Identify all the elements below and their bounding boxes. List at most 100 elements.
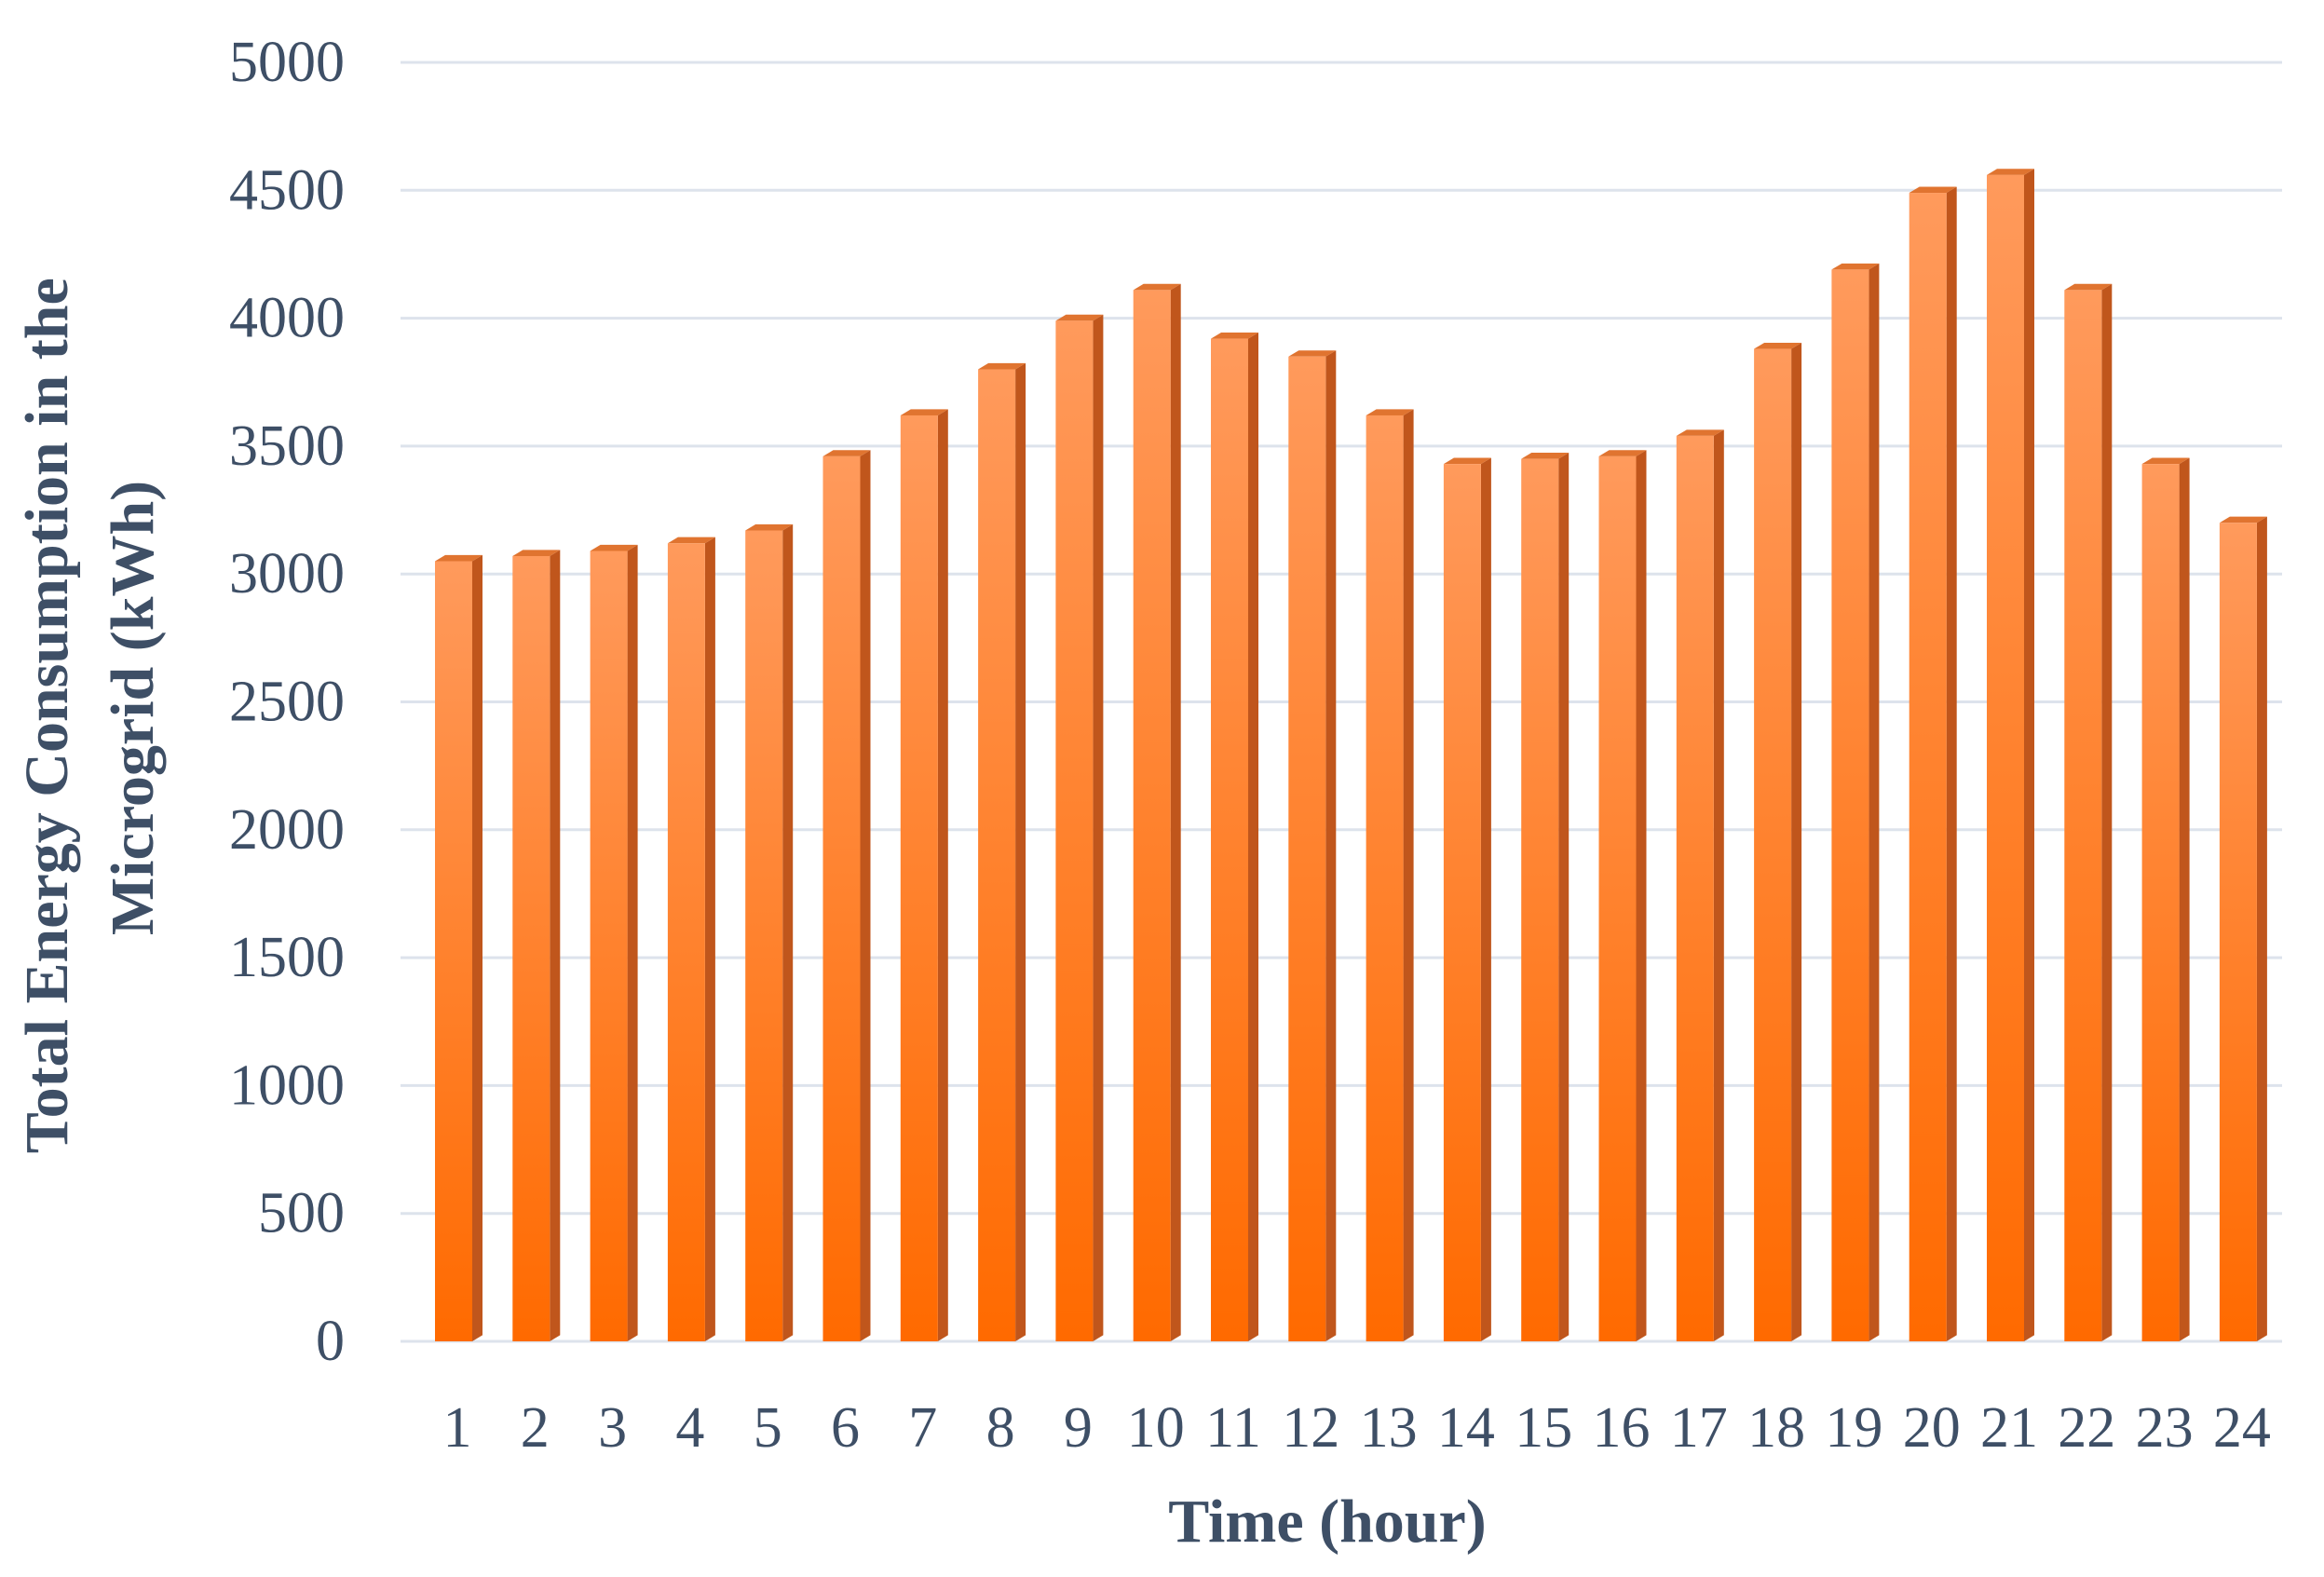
bar-top: [2141, 457, 2190, 465]
bar-top: [667, 537, 715, 544]
x-tick-label: 19: [1825, 1396, 1882, 1460]
bar-top: [435, 554, 482, 562]
y-axis-title: Total Energy Consumption in the Microgri…: [13, 263, 167, 1154]
y-axis-title-line-1: Total Energy Consumption in the: [13, 278, 81, 1153]
bar: [1831, 263, 1880, 1342]
bar-side: [1558, 453, 1570, 1341]
bar: [1987, 169, 2034, 1342]
bar: [1521, 453, 1570, 1341]
y-tick-label: 3000: [229, 542, 345, 605]
x-tick-label: 23: [2136, 1396, 2194, 1460]
bar-top: [512, 550, 561, 556]
bar: [1288, 350, 1337, 1342]
bar-front: [1521, 458, 1559, 1341]
bar: [2219, 516, 2267, 1341]
bar-top: [900, 409, 948, 415]
bar-front: [1754, 348, 1792, 1341]
x-tick-label: 2: [521, 1396, 550, 1460]
bar: [2064, 283, 2113, 1342]
bar-side: [704, 537, 715, 1341]
bar: [822, 450, 871, 1341]
bar-front: [745, 530, 783, 1341]
bar-front: [435, 561, 472, 1341]
bar-front: [900, 415, 938, 1341]
bar-side: [2256, 516, 2267, 1341]
bar-top: [745, 523, 794, 531]
bar-front: [1443, 464, 1481, 1341]
bar-front: [512, 555, 550, 1341]
bar-front: [1831, 269, 1869, 1341]
bar-side: [937, 409, 948, 1341]
bar-front: [2064, 290, 2102, 1341]
x-tick-label: 11: [1205, 1396, 1261, 1460]
bar-top: [1676, 429, 1724, 436]
bar-side: [550, 550, 561, 1341]
bar-top: [822, 450, 871, 456]
bar-side: [1636, 450, 1647, 1341]
bar-top: [978, 362, 1026, 370]
bar-front: [1598, 455, 1637, 1341]
bar-front: [1366, 415, 1404, 1341]
bar-top: [1754, 342, 1802, 349]
bar-front: [1288, 356, 1326, 1341]
bar-side: [472, 554, 482, 1341]
x-tick-label: 17: [1670, 1396, 1728, 1460]
x-tick-label: 6: [831, 1396, 860, 1460]
y-tick-label: 4500: [229, 158, 345, 222]
bar: [1676, 429, 1724, 1341]
bar-side: [1713, 429, 1724, 1341]
bar: [512, 550, 561, 1341]
bars: [435, 169, 2267, 1342]
x-axis-title: Time (hour): [1168, 1488, 1487, 1556]
x-tick-label: 22: [2058, 1396, 2115, 1460]
bar-front: [822, 455, 861, 1341]
bar-side: [627, 544, 638, 1341]
x-tick-label: 3: [598, 1396, 627, 1460]
bar: [1443, 457, 1491, 1342]
bar-side: [1015, 362, 1026, 1341]
y-axis-ticks: 0 500 1000 1500 2000 2500 3000 3500 4000 4500 5000: [229, 31, 345, 1373]
bar-side: [2179, 457, 2190, 1342]
bar-front: [590, 551, 628, 1341]
bar-top: [1443, 457, 1491, 465]
x-tick-label: 21: [1980, 1396, 2038, 1460]
bar-front: [2219, 523, 2257, 1341]
bar-side: [1869, 263, 1880, 1342]
bar-top: [590, 544, 638, 551]
y-tick-label: 3500: [229, 415, 345, 478]
bar-side: [1791, 342, 1802, 1341]
bar-side: [1403, 409, 1414, 1341]
y-tick-label: 4000: [229, 287, 345, 350]
bar: [1211, 332, 1258, 1341]
bar-front: [2141, 464, 2180, 1341]
bar-side: [1480, 457, 1491, 1342]
bar: [1366, 409, 1414, 1341]
bar: [978, 362, 1026, 1341]
bar-top: [1211, 332, 1258, 339]
x-tick-label: 14: [1437, 1396, 1495, 1460]
y-tick-label: 1500: [229, 926, 345, 989]
bar-top: [2064, 283, 2113, 291]
bar-side: [782, 523, 794, 1341]
x-tick-label: 5: [754, 1396, 782, 1460]
y-tick-label: 500: [258, 1182, 345, 1245]
bar: [745, 523, 794, 1341]
x-tick-label: 13: [1360, 1396, 1418, 1460]
y-tick-label: 2000: [229, 798, 345, 862]
x-tick-label: 18: [1747, 1396, 1805, 1460]
bar-side: [1248, 332, 1258, 1341]
bar: [1598, 450, 1647, 1341]
bar: [1754, 342, 1802, 1341]
bar-front: [1211, 338, 1248, 1341]
bar-top: [1598, 450, 1647, 456]
bar-side: [2101, 283, 2113, 1342]
bar-side: [1093, 314, 1104, 1342]
bar: [900, 409, 948, 1341]
y-tick-label: 0: [316, 1310, 345, 1373]
x-tick-label: 16: [1593, 1396, 1651, 1460]
bar: [667, 537, 715, 1341]
bar: [1055, 314, 1104, 1342]
x-tick-label: 4: [675, 1396, 704, 1460]
bar: [1133, 283, 1181, 1342]
